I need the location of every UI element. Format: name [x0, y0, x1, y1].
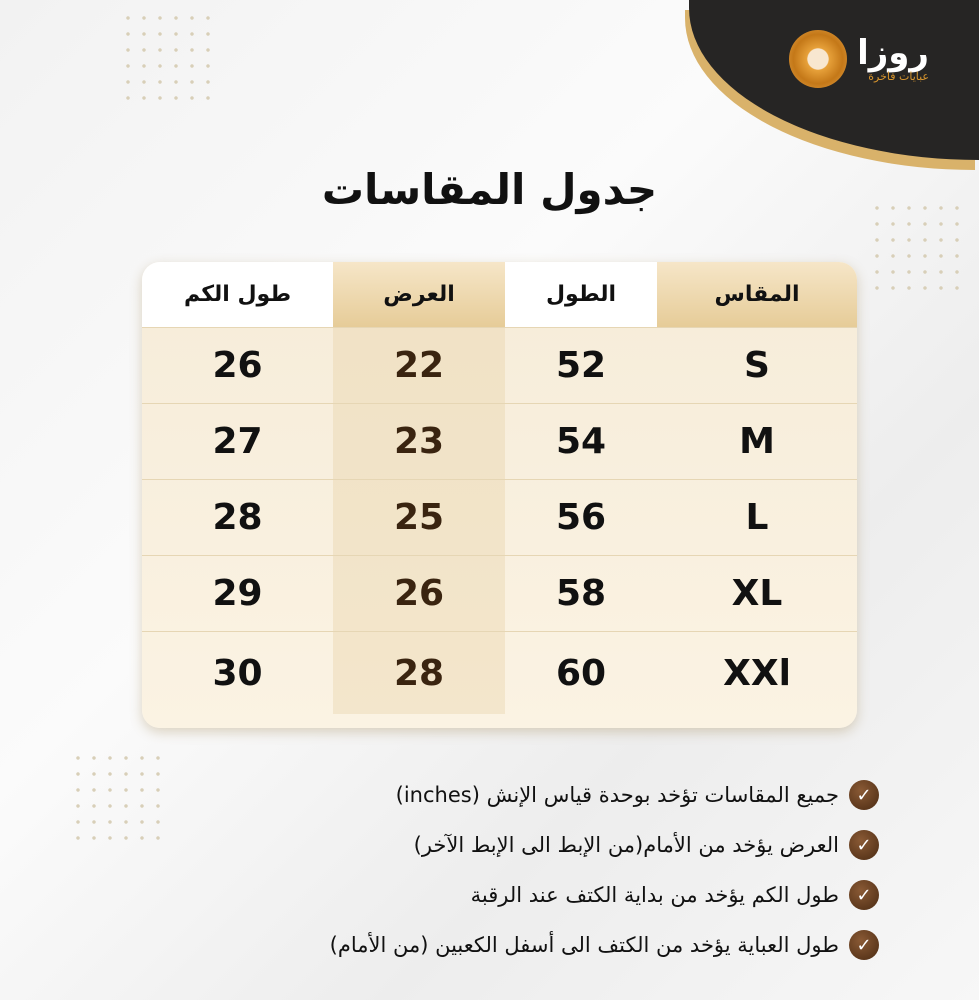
note-text: طول العباية يؤخد من الكتف الى أسفل الكعب… — [329, 933, 839, 957]
cell-size: XL — [731, 573, 783, 614]
header-sleeve: طول الكم — [142, 262, 333, 327]
cell-sleeve: 30 — [212, 652, 263, 694]
decor-dots — [120, 10, 210, 100]
decor-dots — [869, 200, 959, 290]
note-item: ✓ العرض يؤخد من الأمام(من الإبط الى الإبط… — [330, 820, 879, 870]
cell-width: 22 — [333, 328, 505, 403]
decor-dots — [70, 750, 160, 840]
check-icon: ✓ — [849, 880, 879, 910]
brand-corner: روزا عبايات فاخرة — [689, 0, 979, 160]
check-icon: ✓ — [849, 780, 879, 810]
table-row: L 56 25 28 — [142, 480, 857, 556]
cell-sleeve: 29 — [212, 573, 263, 614]
table-row: XL 58 26 29 — [142, 556, 857, 632]
cell-sleeve: 26 — [212, 345, 263, 386]
note-text: طول الكم يؤخد من بداية الكتف عند الرقبة — [470, 883, 839, 907]
note-item: ✓ جميع المقاسات تؤخد بوحدة قياس الإنش (in… — [330, 770, 879, 820]
cell-length: 54 — [555, 421, 607, 462]
check-icon: ✓ — [849, 930, 879, 960]
table-row: XXl 60 28 30 — [142, 632, 857, 714]
brand-tagline: عبايات فاخرة — [868, 69, 929, 83]
cell-length: 58 — [555, 573, 607, 614]
table-row: S 52 22 26 — [142, 328, 857, 404]
cell-width: 28 — [333, 632, 505, 714]
note-item: ✓ طول العباية يؤخد من الكتف الى أسفل الكع… — [330, 920, 879, 970]
cell-length: 56 — [555, 497, 607, 538]
cell-length: 52 — [555, 345, 607, 386]
table-header: المقاس الطول العرض طول الكم — [142, 262, 857, 328]
note-text: جميع المقاسات تؤخد بوحدة قياس الإنش (inc… — [395, 783, 839, 807]
note-text: العرض يؤخد من الأمام(من الإبط الى الإبط … — [413, 833, 839, 857]
logo-mark-icon — [789, 30, 848, 88]
notes-list: ✓ جميع المقاسات تؤخد بوحدة قياس الإنش (in… — [330, 770, 879, 970]
page-title: جدول المقاسات — [321, 165, 658, 214]
cell-sleeve: 28 — [212, 497, 263, 538]
cell-size: L — [745, 497, 769, 538]
header-width: العرض — [333, 262, 505, 327]
header-size: المقاس — [657, 262, 857, 327]
cell-size: XXl — [723, 652, 791, 694]
cell-sleeve: 27 — [212, 421, 263, 462]
cell-size: M — [739, 421, 775, 462]
table-row: M 54 23 27 — [142, 404, 857, 480]
cell-length: 60 — [555, 652, 607, 694]
brand-name: روزا — [857, 32, 929, 73]
cell-size: S — [744, 345, 770, 386]
header-length: الطول — [505, 262, 657, 327]
cell-width: 25 — [333, 480, 505, 555]
size-table: المقاس الطول العرض طول الكم S 52 22 26 M 54 23… — [142, 262, 857, 728]
cell-width: 23 — [333, 404, 505, 479]
logo: روزا عبايات فاخرة — [789, 30, 929, 88]
cell-width: 26 — [333, 556, 505, 631]
note-item: ✓ طول الكم يؤخد من بداية الكتف عند الرقبة — [330, 870, 879, 920]
check-icon: ✓ — [849, 830, 879, 860]
